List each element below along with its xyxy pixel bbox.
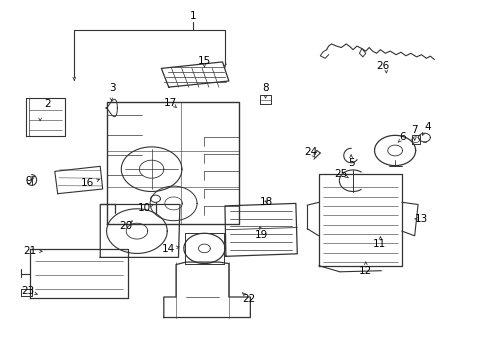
Text: 24: 24 (303, 147, 317, 157)
Text: 26: 26 (375, 60, 388, 71)
Text: 2: 2 (44, 99, 51, 109)
Text: 19: 19 (254, 230, 268, 240)
Text: 4: 4 (424, 122, 430, 132)
Text: 23: 23 (21, 286, 35, 296)
Text: 13: 13 (414, 214, 427, 224)
Text: 11: 11 (371, 239, 385, 249)
Text: 12: 12 (358, 266, 372, 276)
Text: 9: 9 (25, 176, 32, 186)
Text: 17: 17 (163, 98, 177, 108)
Text: 7: 7 (410, 125, 417, 135)
Text: 3: 3 (109, 83, 116, 93)
Text: 20: 20 (120, 221, 132, 231)
Text: 8: 8 (262, 83, 268, 93)
Text: 6: 6 (398, 132, 405, 142)
Text: 21: 21 (23, 246, 37, 256)
Text: 25: 25 (334, 168, 347, 179)
Text: 15: 15 (197, 56, 211, 66)
Text: 18: 18 (259, 197, 273, 207)
Text: 1: 1 (189, 11, 196, 21)
Text: 10: 10 (138, 203, 150, 213)
Text: 14: 14 (162, 244, 175, 254)
Text: 22: 22 (241, 294, 255, 304)
Text: 5: 5 (347, 158, 354, 168)
Text: 16: 16 (80, 178, 94, 188)
